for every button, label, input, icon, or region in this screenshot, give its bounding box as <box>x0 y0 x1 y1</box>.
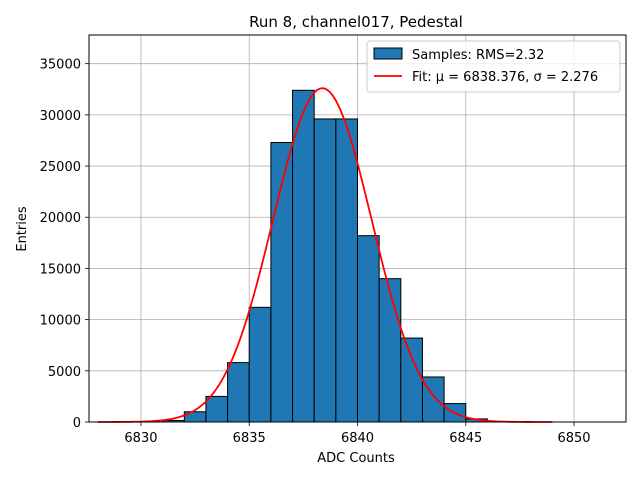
histogram-bar <box>292 89 315 423</box>
gaussian-fit-line <box>97 87 553 423</box>
axis-ticks: 6830 6835 6840 6845 6850 0 5000 10000 15000 20000… <box>40 58 591 446</box>
fit-curve-group <box>97 87 553 423</box>
histogram-bar <box>227 362 250 423</box>
histogram-bar <box>313 118 337 423</box>
x-tick-label: 6830 <box>124 431 157 446</box>
histogram-bar <box>248 306 272 423</box>
y-tick-label: 30000 <box>40 109 81 124</box>
y-axis-label: Entries <box>15 206 30 252</box>
histogram-bar <box>400 337 423 423</box>
legend-label-fit: Fit: μ = 6838.376, σ = 2.276 <box>412 70 598 85</box>
x-tick-label: 6835 <box>233 431 266 446</box>
x-tick-label: 6850 <box>557 431 590 446</box>
legend-box <box>366 40 621 93</box>
x-tick-label: 6840 <box>341 431 374 446</box>
histogram-bar <box>335 118 358 423</box>
legend-label-samples: Samples: RMS=2.32 <box>412 48 544 63</box>
legend: Samples: RMS=2.32 Fit: μ = 6838.376, σ =… <box>366 40 621 93</box>
y-tick-label: 25000 <box>40 160 81 175</box>
histogram-bar <box>357 235 380 423</box>
y-tick-label: 5000 <box>48 365 81 380</box>
y-tick-label: 0 <box>73 416 81 431</box>
histogram-bar <box>378 278 402 423</box>
x-tick-label: 6845 <box>449 431 482 446</box>
legend-swatch-samples <box>373 47 403 60</box>
histogram-bar <box>205 395 229 423</box>
chart-title: Run 8, channel017, Pedestal <box>249 13 463 31</box>
histogram-bars <box>162 89 488 423</box>
y-tick-label: 10000 <box>40 314 81 329</box>
x-axis-label: ADC Counts <box>317 451 395 466</box>
y-tick-label: 20000 <box>40 211 81 226</box>
y-tick-label: 35000 <box>40 58 81 73</box>
y-tick-label: 15000 <box>40 262 81 277</box>
